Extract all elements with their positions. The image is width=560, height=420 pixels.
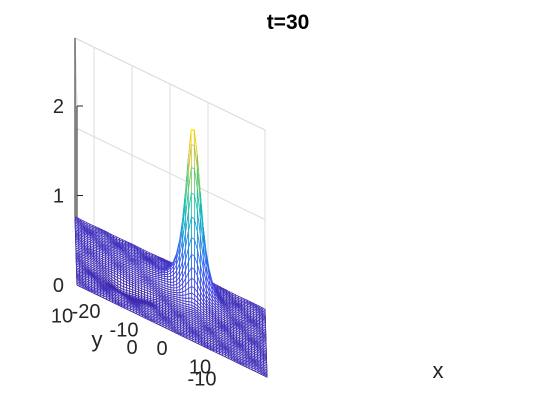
z-tick-label: 2 [53, 96, 64, 118]
x-tick-label: 0 [156, 338, 167, 360]
mesh-cell [173, 287, 178, 291]
mesh-cell [185, 293, 190, 299]
y-tick-label: -10 [188, 369, 217, 391]
y-tick-label: 0 [126, 337, 137, 359]
grid-line [74, 37, 266, 131]
y-axis-label: y [92, 327, 103, 352]
z-tick-label: 1 [53, 186, 64, 208]
mesh-cell [188, 285, 193, 295]
surface-mesh [74, 128, 268, 378]
x-tick-label: -20 [72, 301, 101, 323]
y-tick-label: 10 [51, 305, 73, 327]
z-tick-label: 0 [53, 275, 64, 297]
x-tick-label: -10 [110, 320, 139, 342]
x-axis-label: x [433, 358, 444, 383]
mesh-cell [191, 236, 195, 258]
mesh-cell [190, 130, 195, 146]
mesh-cell [190, 192, 195, 220]
mesh-cell [263, 373, 268, 378]
x-tick-label: 10 [189, 356, 211, 378]
chart-title: t=30 [267, 11, 310, 34]
mesh-cell [190, 167, 195, 196]
mesh-cell [179, 291, 184, 296]
